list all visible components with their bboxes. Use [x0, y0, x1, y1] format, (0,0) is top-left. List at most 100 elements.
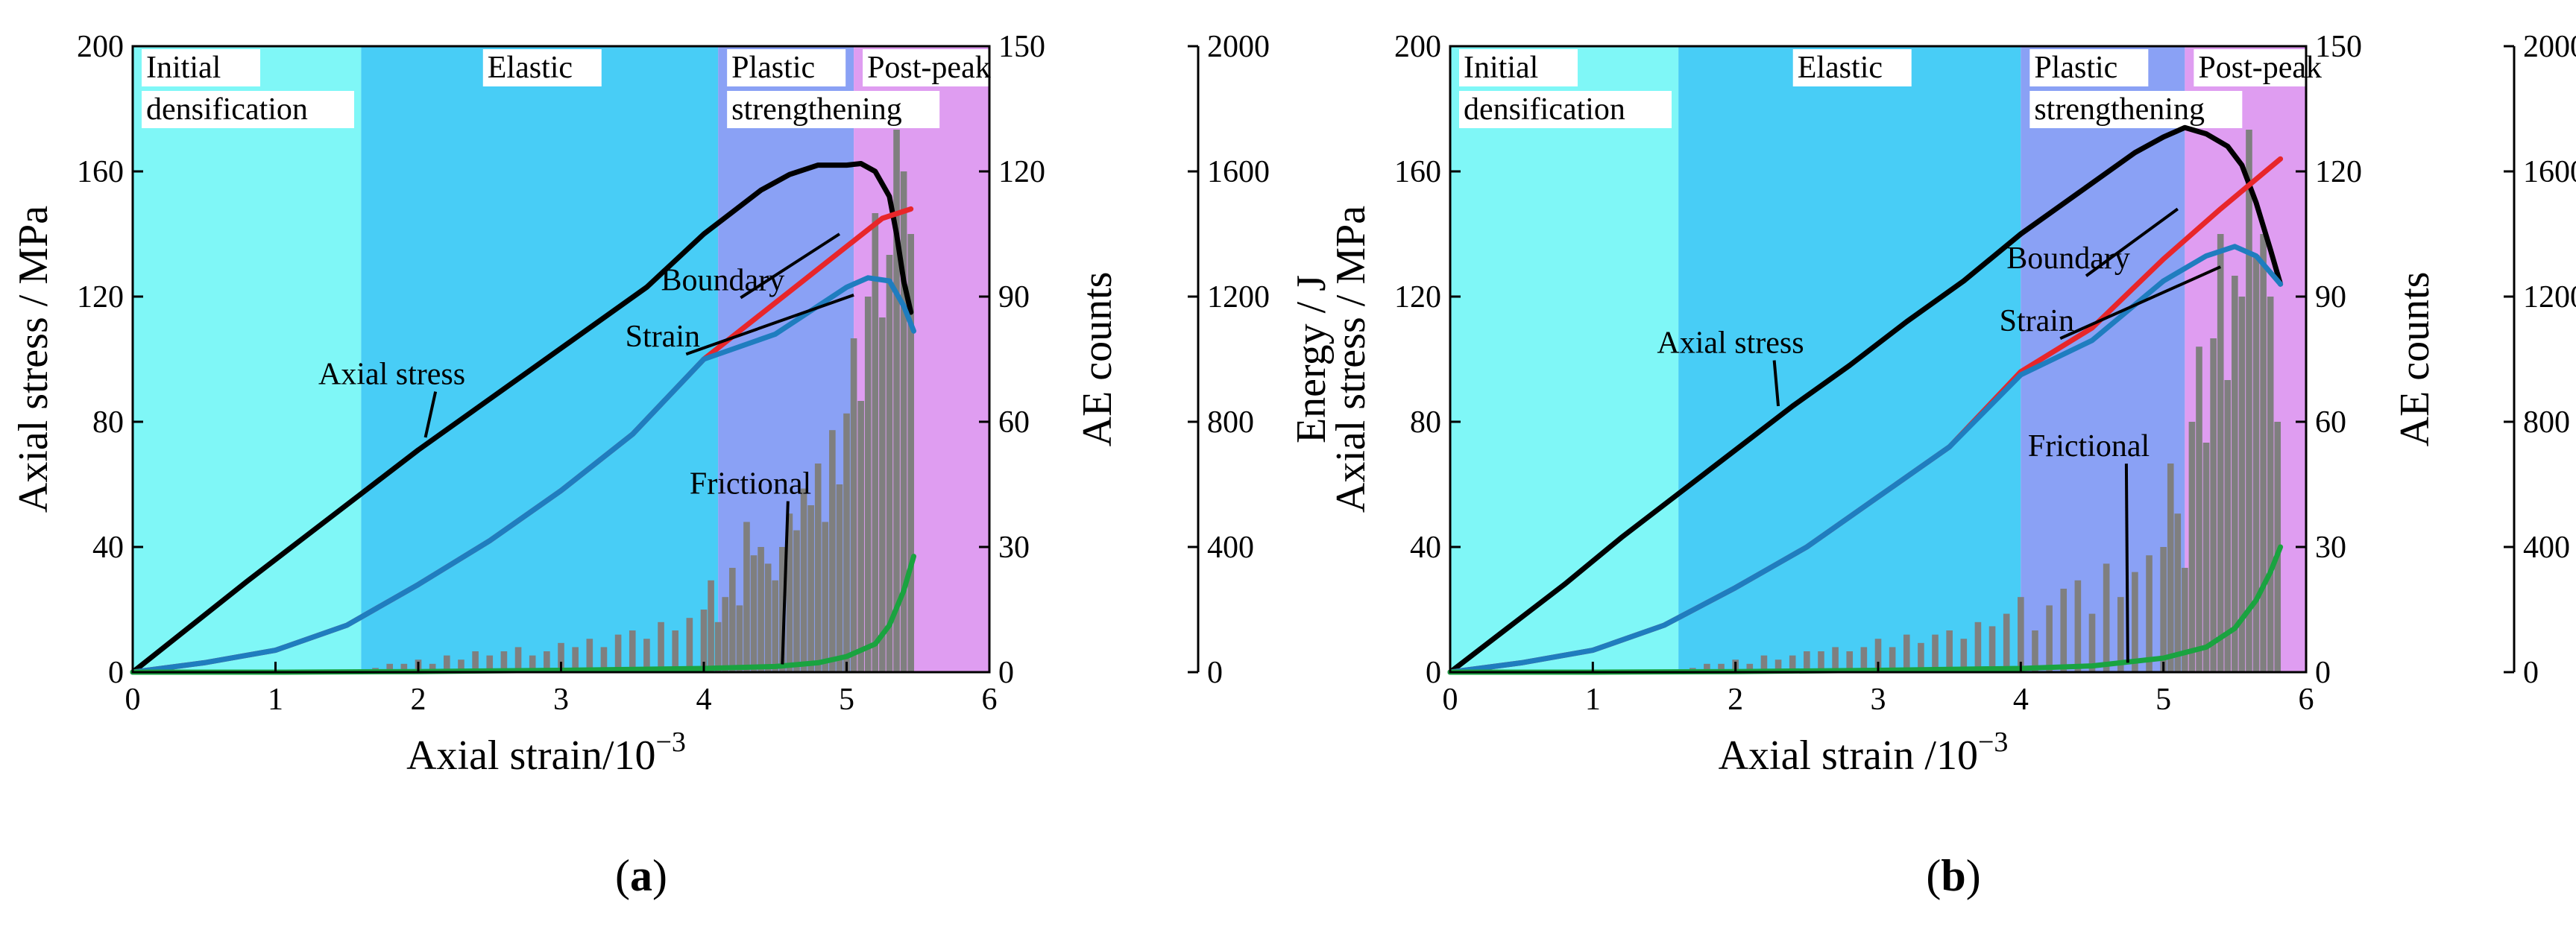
y3-tick-label: 1600 [2523, 155, 2576, 189]
ae-bar [686, 618, 693, 672]
annotation-label: Axial stress [318, 358, 465, 392]
y3-tick-label: 800 [1207, 405, 1254, 440]
ae-bar [2103, 563, 2110, 672]
ae-bar [829, 430, 836, 672]
ae-bar [1774, 659, 1782, 672]
ae-bar [793, 530, 800, 672]
ae-counts-bars [372, 130, 914, 672]
x-tick-label: 2 [411, 683, 426, 717]
phase-label: densification [1464, 92, 1625, 127]
ae-bar [529, 655, 536, 672]
annotation-label: Strain [626, 320, 700, 354]
y2-tick-label: 0 [2315, 656, 2331, 690]
phase-band-initial [1450, 46, 1679, 672]
y-tick-label: 80 [92, 405, 124, 440]
ae-bar [2088, 613, 2096, 672]
y-tick-label: 120 [77, 280, 124, 314]
caption-paren-open: ( [1926, 851, 1941, 900]
annotation-leader [685, 294, 854, 356]
annotation-label: Frictional [690, 467, 811, 502]
ae-bar [1903, 634, 1910, 672]
y-tick-label: 80 [1410, 405, 1441, 440]
ae-bar [500, 651, 508, 672]
y-tick-label: 0 [1426, 656, 1441, 690]
phase-label-box [727, 49, 846, 86]
ae-bar [1704, 663, 1710, 672]
ae-bar [857, 401, 864, 672]
ae-bar [544, 651, 550, 672]
phase-band-elastic [1678, 46, 2021, 672]
x-axis-title: Axial strain/10−3 [406, 727, 686, 779]
ae-bar [1860, 647, 1868, 672]
x-axis-title-main: Axial strain/10 [406, 733, 655, 779]
ae-bar [1889, 647, 1896, 672]
panel-a: Initial densification Elastic Plastic streng… [10, 30, 1335, 900]
ae-bar [514, 647, 522, 672]
y2-tick-label: 150 [998, 30, 1045, 64]
ae-bar [2217, 234, 2224, 672]
ae-bar [2146, 555, 2153, 672]
phase-label: strengthening [731, 92, 902, 127]
ae-bar [879, 317, 886, 672]
ae-bar [807, 505, 814, 672]
ae-bar [907, 234, 914, 672]
ae-bar [2132, 572, 2138, 672]
annotation-leader [740, 232, 841, 300]
ae-bar [2060, 589, 2068, 672]
ae-bar [1874, 639, 1882, 672]
y-tick-label: 0 [108, 656, 124, 690]
ae-bar [708, 580, 714, 672]
y2-tick-label: 30 [2315, 531, 2346, 565]
ae-bar [2032, 630, 2038, 672]
x-axis-title-exponent: −3 [1978, 727, 2008, 758]
x-tick-label: 0 [125, 683, 141, 717]
x-tick-label: 3 [1871, 683, 1886, 717]
phase-label: Elastic [1798, 51, 1883, 85]
x-tick-label: 0 [1443, 683, 1458, 717]
ae-bar [2018, 597, 2024, 672]
phase-label-box [482, 49, 602, 86]
panel-caption: (a) [615, 851, 667, 900]
ae-bar [1988, 626, 1996, 672]
annotation-label: Axial stress [1657, 326, 1804, 361]
y-tick-label: 40 [92, 531, 124, 565]
phase-label-box [2029, 91, 2243, 128]
y-tick-label: 160 [77, 155, 124, 189]
x-axis-title: Axial strain /10−3 [1719, 727, 2009, 779]
annotation-leader [2124, 464, 2129, 663]
phase-label: Plastic [2034, 51, 2117, 85]
energy-axis-title: Energy / J [1288, 275, 1335, 443]
y2-tick-label: 0 [998, 656, 1014, 690]
ae-bar [2188, 422, 2196, 672]
y2-tick-label: 120 [2315, 155, 2362, 189]
x-axis-title-main: Axial strain /10 [1719, 733, 1978, 779]
annotation-label: Strain [2000, 304, 2074, 338]
phase-label-box [142, 91, 354, 128]
ae-bar [700, 610, 708, 672]
x-tick-label: 3 [553, 683, 569, 717]
ae-bar [843, 413, 850, 672]
caption-paren-close: ) [652, 851, 667, 900]
y-axis-title: Axial stress / MPa [10, 206, 57, 513]
ae-bar [2232, 276, 2238, 672]
phase-label: Initial [1464, 51, 1538, 85]
ae-bar [1718, 663, 1725, 672]
ae-bar [850, 338, 857, 672]
y3-tick-label: 0 [1207, 656, 1223, 690]
ae-bar [1946, 630, 1953, 672]
phase-label-box [727, 91, 940, 128]
x-tick-label: 6 [982, 683, 998, 717]
series-strain [1447, 244, 2284, 675]
ae-bar [786, 513, 793, 672]
caption-paren-close: ) [1966, 851, 1981, 900]
x-tick-label: 1 [1585, 683, 1601, 717]
phase-label-box [142, 49, 260, 86]
y2-tick-label: 120 [998, 155, 1045, 189]
phase-label: densification [146, 92, 308, 127]
phase-band-elastic [361, 46, 719, 672]
phase-label-box [1459, 91, 1672, 128]
y2-tick-label: 90 [2315, 280, 2346, 314]
ae-bar [1818, 651, 1824, 672]
ae-bar [864, 297, 872, 672]
ae-bar [893, 130, 900, 672]
